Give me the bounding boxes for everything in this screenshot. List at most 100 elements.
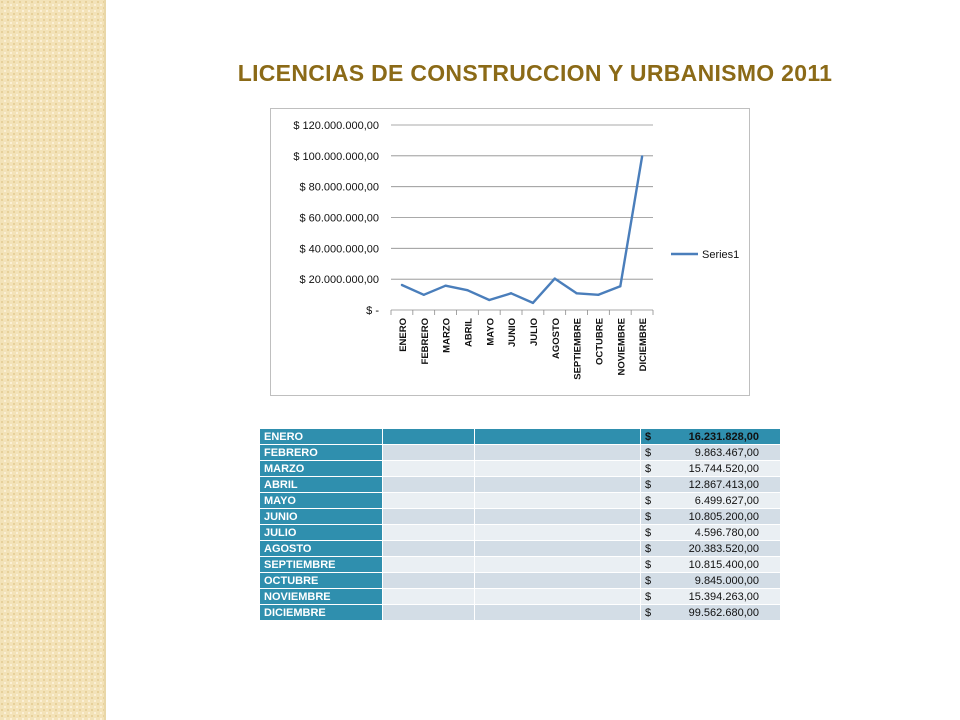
amount-value: 16.231.828,00 [688, 430, 759, 443]
series-line [401, 156, 644, 305]
currency-symbol: $ [645, 606, 652, 619]
x-tick-label: AGOSTO [551, 318, 562, 359]
empty-cell [382, 604, 475, 621]
currency-symbol: $ [645, 478, 652, 491]
table-row: OCTUBRE $9.845.000,00 [259, 572, 781, 589]
month-cell: MAYO [259, 492, 383, 509]
x-tick-label: MARZO [442, 318, 453, 353]
x-tick-label: DICIEMBRE [638, 318, 649, 371]
empty-cell [474, 572, 641, 589]
empty-cell [474, 556, 641, 573]
x-tick-label: FEBRERO [420, 318, 431, 364]
currency-symbol: $ [645, 510, 652, 523]
amount-cell: $20.383.520,00 [640, 540, 781, 557]
currency-symbol: $ [645, 558, 652, 571]
monthly-licenses-table: ENERO $16.231.828,00 FEBRERO $9.863.467,00 M… [259, 428, 781, 621]
empty-cell [382, 508, 475, 525]
y-tick-label: $ 100.000.000,00 [293, 151, 379, 163]
amount-cell: $10.815.400,00 [640, 556, 781, 573]
x-tick-label: SEPTIEMBRE [573, 318, 584, 380]
table-row: FEBRERO $9.863.467,00 [259, 444, 781, 461]
currency-symbol: $ [645, 590, 652, 603]
month-cell: OCTUBRE [259, 572, 383, 589]
currency-symbol: $ [645, 574, 652, 587]
empty-cell [474, 444, 641, 461]
month-cell: JULIO [259, 524, 383, 541]
x-tick-label: MAYO [485, 318, 496, 346]
empty-cell [474, 508, 641, 525]
y-tick-label: $ - [366, 305, 379, 317]
amount-cell: $4.596.780,00 [640, 524, 781, 541]
table-row: NOVIEMBRE $15.394.263,00 [259, 588, 781, 605]
x-tick-label: NOVIEMBRE [616, 318, 627, 376]
amount-value: 9.845.000,00 [694, 574, 759, 587]
amount-value: 10.805.200,00 [688, 510, 759, 523]
table-row: ABRIL $12.867.413,00 [259, 476, 781, 493]
data-point [422, 293, 425, 296]
table-row: SEPTIEMBRE $10.815.400,00 [259, 556, 781, 573]
empty-cell [474, 476, 641, 493]
amount-cell: $9.863.467,00 [640, 444, 781, 461]
amount-cell: $15.394.263,00 [640, 588, 781, 605]
empty-cell [382, 492, 475, 509]
data-point [575, 292, 578, 295]
month-cell: AGOSTO [259, 540, 383, 557]
data-point [597, 293, 600, 297]
month-cell: SEPTIEMBRE [259, 556, 383, 573]
data-point [400, 283, 404, 287]
currency-symbol: $ [645, 494, 652, 507]
empty-cell [474, 604, 641, 621]
amount-cell: $10.805.200,00 [640, 508, 781, 525]
table-row: MARZO $15.744.520,00 [259, 460, 781, 477]
line-chart-svg: $ - $ 20.000.000,00 $ 40.000.000,00 $ 60.00… [293, 120, 739, 380]
amount-value: 6.499.627,00 [694, 494, 759, 507]
data-point [444, 284, 447, 287]
data-point [553, 277, 556, 280]
table-body: ENERO $16.231.828,00 FEBRERO $9.863.467,00 M… [259, 428, 781, 621]
legend-label: Series1 [702, 249, 739, 261]
amount-value: 9.863.467,00 [694, 446, 759, 459]
empty-cell [474, 460, 641, 477]
currency-symbol: $ [645, 462, 652, 475]
month-cell: NOVIEMBRE [259, 588, 383, 605]
empty-cell [382, 476, 475, 493]
table-row: JULIO $4.596.780,00 [259, 524, 781, 541]
amount-cell: $16.231.828,00 [640, 428, 781, 445]
empty-cell [474, 428, 641, 445]
empty-cell [474, 588, 641, 605]
amount-value: 20.383.520,00 [688, 542, 759, 555]
empty-cell [382, 540, 475, 557]
empty-cell [382, 588, 475, 605]
currency-symbol: $ [645, 526, 652, 539]
data-point [619, 285, 622, 288]
x-tick-label: ABRIL [463, 318, 474, 347]
empty-cell [382, 428, 475, 445]
amount-value: 15.744.520,00 [688, 462, 759, 475]
table-row: AGOSTO $20.383.520,00 [259, 540, 781, 557]
empty-cell [474, 524, 641, 541]
amount-cell: $15.744.520,00 [640, 460, 781, 477]
amount-value: 10.815.400,00 [688, 558, 759, 571]
table-row: JUNIO $10.805.200,00 [259, 508, 781, 525]
decorative-side-band [0, 0, 106, 720]
month-cell: JUNIO [259, 508, 383, 525]
x-tick-label: JULIO [529, 318, 540, 346]
month-cell: ABRIL [259, 476, 383, 493]
y-tick-label: $ 120.000.000,00 [293, 120, 379, 132]
amount-cell: $12.867.413,00 [640, 476, 781, 493]
currency-symbol: $ [645, 446, 652, 459]
month-cell: ENERO [259, 428, 383, 445]
y-tick-label: $ 40.000.000,00 [299, 243, 379, 255]
y-tick-label: $ 20.000.000,00 [299, 274, 379, 286]
data-point [640, 155, 644, 158]
line-chart: $ - $ 20.000.000,00 $ 40.000.000,00 $ 60.00… [270, 108, 750, 396]
empty-cell [474, 540, 641, 557]
empty-cell [382, 460, 475, 477]
data-point [509, 292, 513, 295]
currency-symbol: $ [645, 430, 652, 443]
amount-cell: $9.845.000,00 [640, 572, 781, 589]
x-tick-label: ENERO [398, 318, 409, 352]
data-point [531, 301, 535, 305]
data-point [488, 298, 491, 302]
month-cell: MARZO [259, 460, 383, 477]
